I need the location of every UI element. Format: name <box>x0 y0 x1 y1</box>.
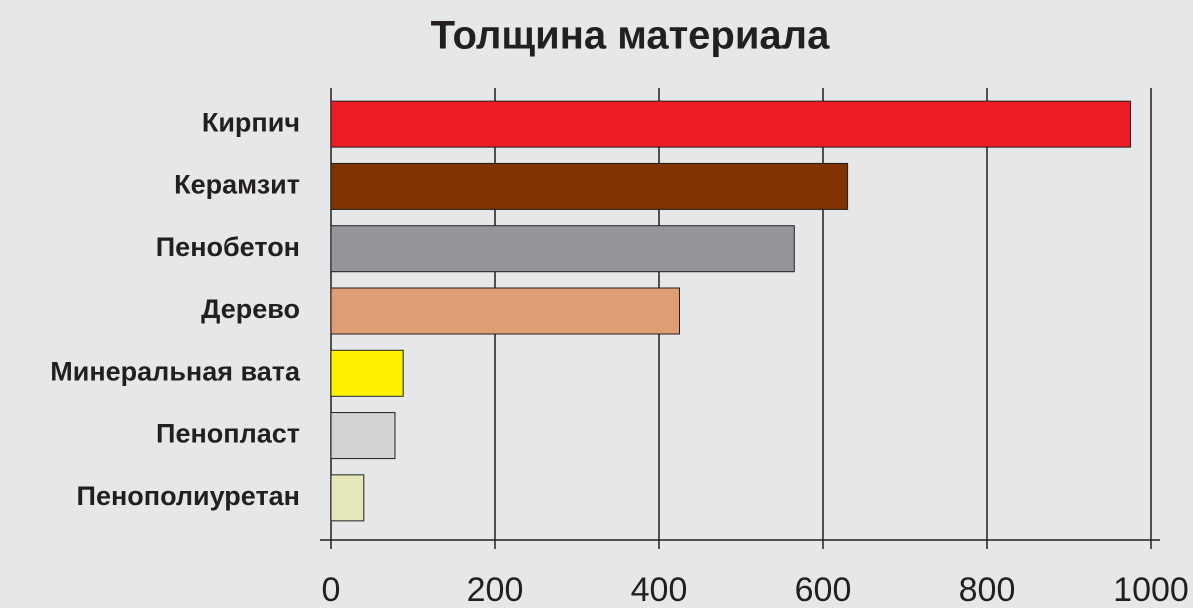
bar <box>330 474 365 522</box>
bar <box>330 287 680 335</box>
x-tick-label: 400 <box>631 571 688 608</box>
y-tick-label: Пенопласт <box>156 419 300 449</box>
y-tick-label: Керамзит <box>174 170 300 200</box>
y-tick-label: Пенополиуретан <box>77 481 300 511</box>
bar <box>330 162 849 210</box>
bar <box>330 100 1131 148</box>
y-tick-label: Дерево <box>201 294 300 324</box>
x-tick-label: 800 <box>959 571 1016 608</box>
bar <box>330 412 396 460</box>
x-tick-label: 0 <box>322 571 341 608</box>
x-tick-label: 600 <box>795 571 852 608</box>
y-tick-label: Минеральная вата <box>50 356 301 386</box>
x-tick-label: 200 <box>467 571 524 608</box>
x-tick-label: 1000 <box>1113 571 1189 608</box>
y-tick-label: Пенобетон <box>156 232 300 262</box>
bar <box>330 225 795 273</box>
chart-title: Толщина материала <box>431 14 830 58</box>
bar <box>330 349 404 397</box>
y-tick-label: Кирпич <box>202 107 300 137</box>
